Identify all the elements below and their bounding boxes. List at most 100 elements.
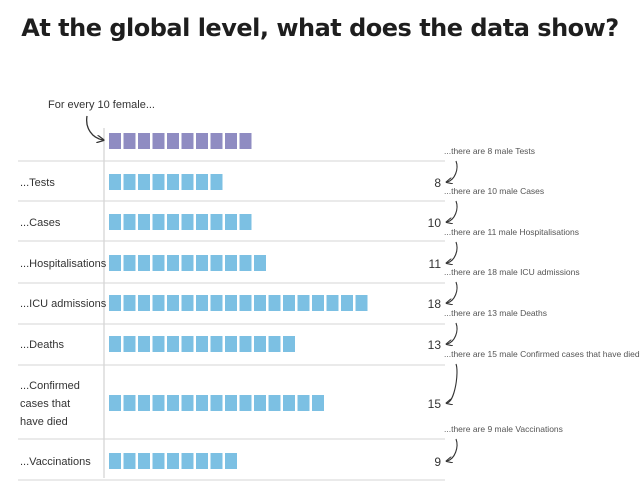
bar-square [210, 295, 223, 311]
bar-square [283, 395, 295, 411]
bar-square [123, 214, 136, 230]
category-label: ...Vaccinations [20, 456, 91, 468]
bar-square [109, 255, 121, 271]
bar-square [196, 395, 208, 411]
bar-square [109, 295, 121, 311]
value-label: 15 [428, 397, 442, 411]
category-label: ...ICU admissions [20, 298, 107, 310]
bar-square [268, 395, 281, 411]
bar-square [123, 453, 136, 469]
reference-square [152, 133, 165, 149]
bar-square [167, 174, 179, 190]
bar-square [225, 214, 237, 230]
bar-square [254, 295, 266, 311]
bar-square [297, 395, 310, 411]
bar-square [167, 395, 179, 411]
bar-square [225, 336, 237, 352]
annotation-arrow [447, 281, 458, 303]
value-label: 8 [434, 176, 441, 190]
bar-square [109, 453, 121, 469]
category-label: ...Deaths [20, 339, 65, 351]
bar-square [341, 295, 353, 311]
annotation-text: ...there are 18 male ICU admissions [444, 267, 580, 277]
value-label: 13 [428, 338, 442, 352]
bar-square [196, 214, 208, 230]
bar-square [152, 214, 165, 230]
bar-square [210, 336, 223, 352]
reference-label: For every 10 female... [48, 99, 155, 111]
bar-square [109, 395, 121, 411]
bar-square [181, 174, 194, 190]
annotation-text: ...there are 8 male Tests [444, 146, 535, 156]
bar-square [239, 295, 252, 311]
category-label: ...Tests [20, 177, 55, 189]
reference-square [138, 133, 150, 149]
category-label: ...Hospitalisations [20, 258, 107, 270]
bar-square [152, 174, 165, 190]
bar-square [326, 295, 339, 311]
bar-square [268, 295, 281, 311]
bar-square [283, 295, 295, 311]
bar-square [181, 295, 194, 311]
bar-square [181, 214, 194, 230]
bar-square [123, 174, 136, 190]
bar-square [312, 295, 324, 311]
bar-square [123, 395, 136, 411]
bar-square [225, 295, 237, 311]
value-label: 9 [434, 455, 441, 469]
bar-square [181, 336, 194, 352]
bar-square [196, 174, 208, 190]
bar-square [123, 295, 136, 311]
annotation-text: ...there are 11 male Hospitalisations [444, 227, 579, 237]
bar-square [138, 295, 150, 311]
annotation-arrow [447, 241, 458, 263]
bar-square [181, 255, 194, 271]
bar-square [239, 214, 252, 230]
bar-square [254, 255, 266, 271]
bar-square [239, 336, 252, 352]
bar-square [225, 255, 237, 271]
bar-square [181, 395, 194, 411]
reference-square [109, 133, 121, 149]
bar-square [210, 255, 223, 271]
annotation-arrow [447, 363, 458, 403]
bar-square [123, 336, 136, 352]
annotation-arrow [447, 322, 458, 344]
bar-square [239, 395, 252, 411]
bar-square [167, 255, 179, 271]
annotation-arrow [447, 200, 458, 222]
bar-square [225, 453, 237, 469]
bar-square [152, 295, 165, 311]
bar-square [254, 395, 266, 411]
bar-square [109, 336, 121, 352]
bar-square [254, 336, 266, 352]
bar-square [210, 214, 223, 230]
reference-square [210, 133, 223, 149]
bar-square [138, 336, 150, 352]
bar-square [181, 453, 194, 469]
category-label: ...Confirmed cases that have died [20, 380, 80, 428]
bar-square [167, 453, 179, 469]
bar-square [196, 295, 208, 311]
bar-square [109, 174, 121, 190]
bar-square [152, 453, 165, 469]
bar-square [109, 214, 121, 230]
bar-square [167, 295, 179, 311]
annotation-text: ...there are 9 male Vaccinations [444, 424, 563, 434]
value-label: 11 [429, 257, 442, 271]
reference-square [181, 133, 194, 149]
bar-square [167, 336, 179, 352]
bar-square [138, 255, 150, 271]
bar-square [196, 336, 208, 352]
reference-square [239, 133, 252, 149]
bar-square [210, 395, 223, 411]
bar-square [123, 255, 136, 271]
annotation-text: ...there are 10 male Cases [444, 186, 544, 196]
bar-square [152, 395, 165, 411]
bar-square [196, 255, 208, 271]
category-label: ...Cases [20, 217, 61, 229]
reference-square [123, 133, 136, 149]
bar-square [312, 395, 324, 411]
chart-title: At the global level, what does the data … [21, 14, 619, 42]
